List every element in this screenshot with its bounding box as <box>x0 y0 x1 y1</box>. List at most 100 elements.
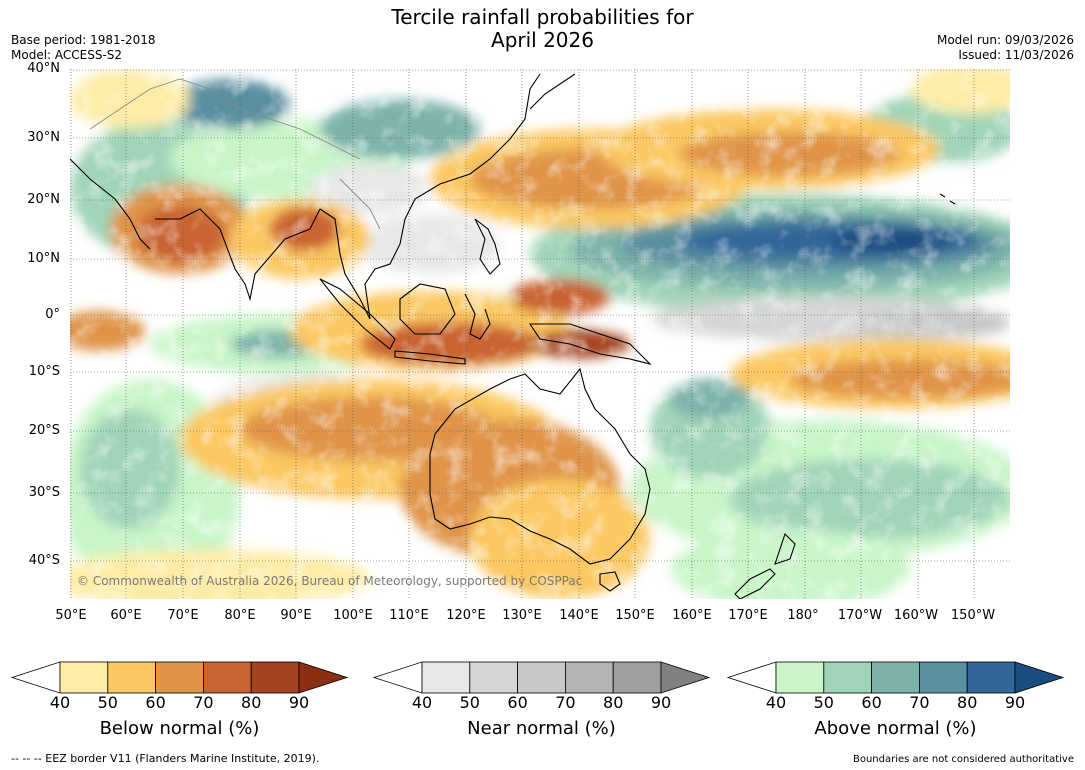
above-normal-colorbar-segment <box>823 661 872 694</box>
above-normal-tick-label: 60 <box>861 693 882 712</box>
coastline-japan <box>529 73 576 110</box>
copyright-notice: © Commonwealth of Australia 2026, Bureau… <box>77 574 583 588</box>
map-title-line2: April 2026 <box>491 28 594 52</box>
near-normal-label: Near normal (%) <box>467 718 616 739</box>
eez-border-note: -- -- -- EEZ border V11 (Flanders Marine… <box>11 752 320 765</box>
graticule <box>70 69 1010 599</box>
below-normal-label: Below normal (%) <box>99 718 260 739</box>
coastline-borneo <box>399 283 456 335</box>
lon-label-170e: 170°E <box>728 608 768 623</box>
lon-label-60e: 60°E <box>110 608 142 623</box>
near-normal-tick-label: 70 <box>555 693 576 712</box>
coastlines <box>70 73 956 599</box>
rainfall-probability-map <box>70 69 1010 599</box>
below-normal-colorbar-segment <box>155 661 204 694</box>
lon-label-130e: 130°E <box>502 608 542 623</box>
map-canvas <box>70 69 1010 599</box>
border-line <box>89 78 361 160</box>
lat-label-30n: 30°N <box>27 130 60 145</box>
coastline-hawaii <box>939 193 956 205</box>
lon-label-140e: 140°E <box>559 608 599 623</box>
near-normal-colorbar-segment <box>612 661 662 694</box>
below-normal-tick-label: 80 <box>241 693 262 712</box>
above-normal-colorbar-segment <box>871 661 920 694</box>
lat-label-10s: 10°S <box>28 364 60 379</box>
above-normal-label: Above normal (%) <box>814 718 977 739</box>
below-normal-tick-label: 70 <box>193 693 214 712</box>
above-normal-tick-label: 90 <box>1004 693 1026 712</box>
country-borders <box>89 78 381 230</box>
below-normal-colorbar-max-arrow <box>298 661 349 694</box>
lon-label-150e: 150°E <box>615 608 655 623</box>
map-title-line1: Tercile rainfall probabilities for <box>391 5 694 29</box>
issued-date: Issued: 11/03/2026 <box>958 48 1074 62</box>
near-normal-colorbar-min-arrow <box>372 661 423 694</box>
model-name: Model: ACCESS-S2 <box>11 48 123 62</box>
below-normal-colorbar-segment <box>250 661 300 694</box>
coastline-philippines <box>474 218 501 275</box>
below-normal-tick-label: 60 <box>145 693 166 712</box>
near-normal-tick-label: 90 <box>650 693 672 712</box>
near-normal-tick-label: 40 <box>411 693 433 712</box>
near-normal-tick-label: 50 <box>459 693 480 712</box>
above-normal-tick-label: 50 <box>813 693 834 712</box>
lat-label-40n: 40°N <box>27 61 60 76</box>
boundaries-disclaimer: Boundaries are not considered authoritat… <box>852 754 1074 765</box>
coastline-arabia <box>70 158 151 250</box>
lon-label-160e: 160°E <box>672 608 712 623</box>
above-normal-colorbar-segment <box>966 661 1016 694</box>
coastline-india <box>155 208 321 302</box>
below-normal-colorbar-segment <box>202 661 252 694</box>
near-normal-colorbar-segment <box>421 661 471 694</box>
texture-overlay <box>70 69 1010 599</box>
lon-label-170w: 170°W <box>837 608 883 623</box>
below-normal-tick-label: 40 <box>49 693 71 712</box>
below-normal-tick-label: 90 <box>288 693 310 712</box>
coastline-southeast-asia <box>319 73 541 320</box>
below-normal-colorbar-segment <box>59 661 109 694</box>
lon-label-180: 180° <box>787 608 819 623</box>
lat-label-10n: 10°N <box>27 251 60 266</box>
near-normal-tick-label: 60 <box>507 693 528 712</box>
colorbars-legend <box>10 661 1065 694</box>
lon-label-70e: 70°E <box>167 608 199 623</box>
above-normal-tick-label: 70 <box>909 693 930 712</box>
above-normal-colorbar-min-arrow <box>726 661 777 694</box>
lon-label-50e: 50°E <box>55 608 87 623</box>
above-normal-colorbar-segment <box>775 661 825 694</box>
border-line <box>339 178 381 230</box>
lon-label-80e: 80°E <box>224 608 256 623</box>
above-normal-colorbar-max-arrow <box>1014 661 1065 694</box>
near-normal-colorbar-max-arrow <box>660 661 711 694</box>
near-normal-colorbar-segment <box>517 661 566 694</box>
below-normal-colorbar-segment <box>107 661 157 694</box>
near-normal-colorbar-segment <box>469 661 518 694</box>
above-normal-tick-label: 40 <box>765 693 787 712</box>
near-normal-colorbar-segment <box>565 661 614 694</box>
lat-label-0: 0° <box>45 307 60 322</box>
coastline-new-guinea <box>528 323 652 366</box>
base-period: Base period: 1981-2018 <box>11 33 156 47</box>
above-normal-tick-label: 80 <box>957 693 978 712</box>
lon-label-110e: 110°E <box>389 608 429 623</box>
model-run: Model run: 09/03/2026 <box>936 33 1074 47</box>
coastline-new-zealand <box>734 532 796 599</box>
lat-label-40s: 40°S <box>28 553 60 568</box>
lat-label-20s: 20°S <box>28 423 60 438</box>
lat-label-20n: 20°N <box>27 192 60 207</box>
lon-label-90e: 90°E <box>280 608 312 623</box>
lon-label-100e: 100°E <box>333 608 373 623</box>
coastline-sumatra <box>319 278 396 350</box>
lat-label-30s: 30°S <box>28 485 60 500</box>
coastline-java <box>394 350 466 365</box>
coastline-sulawesi <box>464 293 491 340</box>
below-normal-colorbar-min-arrow <box>10 661 61 694</box>
below-normal-tick-label: 50 <box>97 693 118 712</box>
lon-label-120e: 120°E <box>446 608 486 623</box>
lon-label-150w: 150°W <box>950 608 996 623</box>
coastline-australia <box>429 367 651 565</box>
near-normal-tick-label: 80 <box>603 693 624 712</box>
coastline-tasmania <box>599 571 621 592</box>
above-normal-colorbar-segment <box>919 661 968 694</box>
lon-label-160w: 160°W <box>893 608 939 623</box>
